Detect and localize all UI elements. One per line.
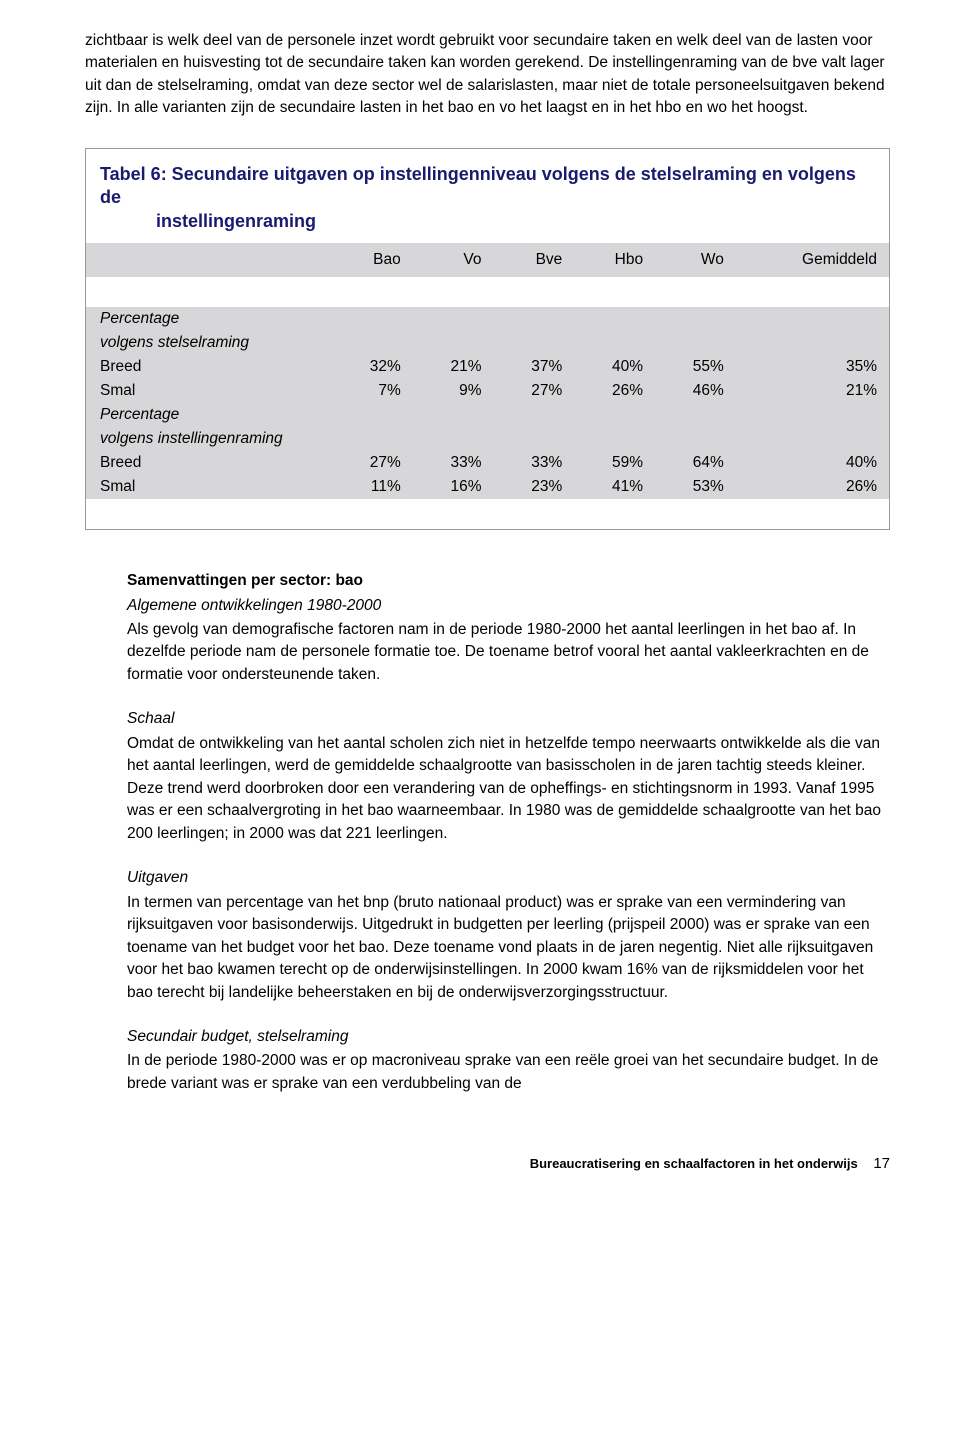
footer-title: Bureaucratisering en schaalfactoren in h… [530, 1156, 858, 1171]
cell: 26% [736, 475, 889, 499]
table-row: Breed 27% 33% 33% 59% 64% 40% [86, 451, 889, 475]
table-title-line2: instellingenraming [100, 210, 875, 233]
section1-label-row-b: volgens stelselraming [86, 331, 889, 355]
cell: 26% [574, 379, 655, 403]
section2-label-row-a: Percentage [86, 403, 889, 427]
col-bao: Bao [332, 243, 413, 277]
cell: 59% [574, 451, 655, 475]
section1-label-row-a: Percentage [86, 307, 889, 331]
cell: 37% [494, 355, 575, 379]
section2-label-a: Percentage [86, 403, 332, 427]
section2-label-row-b: volgens instellingenraming [86, 427, 889, 451]
cell: 53% [655, 475, 736, 499]
spacer [86, 499, 889, 529]
row-label: Breed [86, 451, 332, 475]
section-heading-uitgaven: Uitgaven [127, 867, 890, 889]
cell: 40% [574, 355, 655, 379]
row-label: Breed [86, 355, 332, 379]
intro-paragraph: zichtbaar is welk deel van de personele … [85, 30, 890, 120]
section-heading-schaal: Schaal [127, 708, 890, 730]
cell: 7% [332, 379, 413, 403]
cell: 55% [655, 355, 736, 379]
section-heading-bao: Samenvattingen per sector: bao [127, 570, 890, 592]
data-table: Bao Vo Bve Hbo Wo Gemiddeld Percentage v… [86, 243, 889, 529]
paragraph-schaal: Omdat de ontwikkeling van het aantal sch… [127, 733, 890, 845]
col-blank [86, 243, 332, 277]
cell: 46% [655, 379, 736, 403]
col-wo: Wo [655, 243, 736, 277]
cell: 32% [332, 355, 413, 379]
row-label: Smal [86, 379, 332, 403]
paragraph-secundair: In de periode 1980-2000 was er op macron… [127, 1050, 890, 1095]
paragraph-uitgaven: In termen van percentage van het bnp (br… [127, 892, 890, 1004]
cell: 11% [332, 475, 413, 499]
table-row: Smal 7% 9% 27% 26% 46% 21% [86, 379, 889, 403]
table-title: Tabel 6: Secundaire uitgaven op instelli… [86, 149, 889, 243]
table-title-line1: Tabel 6: Secundaire uitgaven op instelli… [100, 164, 856, 207]
cell: 27% [332, 451, 413, 475]
cell: 9% [413, 379, 494, 403]
cell: 64% [655, 451, 736, 475]
table-row: Smal 11% 16% 23% 41% 53% 26% [86, 475, 889, 499]
page-footer: Bureaucratisering en schaalfactoren in h… [85, 1155, 890, 1172]
col-hbo: Hbo [574, 243, 655, 277]
cell: 16% [413, 475, 494, 499]
table-row: Breed 32% 21% 37% 40% 55% 35% [86, 355, 889, 379]
cell: 23% [494, 475, 575, 499]
table-6-box: Tabel 6: Secundaire uitgaven op instelli… [85, 148, 890, 530]
section-heading-secundair: Secundair budget, stelselraming [127, 1026, 890, 1048]
spacer [86, 277, 889, 307]
section1-label-b: volgens stelselraming [86, 331, 332, 355]
footer-page-number: 17 [861, 1155, 890, 1172]
section2-label-b: volgens instellingenraming [86, 427, 332, 451]
col-bve: Bve [494, 243, 575, 277]
col-vo: Vo [413, 243, 494, 277]
cell: 33% [413, 451, 494, 475]
cell: 41% [574, 475, 655, 499]
col-gemiddeld: Gemiddeld [736, 243, 889, 277]
section-subtitle-algemene: Algemene ontwikkelingen 1980-2000 [127, 595, 890, 617]
paragraph-algemene: Als gevolg van demografische factoren na… [127, 619, 890, 686]
cell: 21% [736, 379, 889, 403]
cell: 40% [736, 451, 889, 475]
cell: 33% [494, 451, 575, 475]
row-label: Smal [86, 475, 332, 499]
cell: 27% [494, 379, 575, 403]
section1-label-a: Percentage [86, 307, 332, 331]
cell: 21% [413, 355, 494, 379]
cell: 35% [736, 355, 889, 379]
table-header-row: Bao Vo Bve Hbo Wo Gemiddeld [86, 243, 889, 277]
